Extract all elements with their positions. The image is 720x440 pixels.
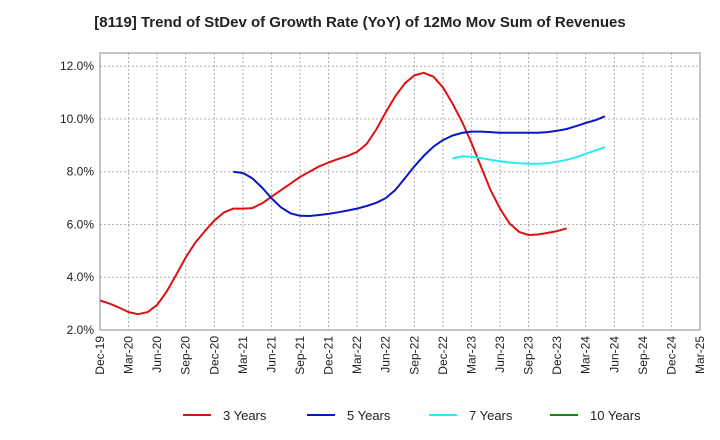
x-tick-label: Sep-20 <box>179 336 193 375</box>
x-tick-label: Sep-24 <box>636 336 650 375</box>
x-tick-label: Mar-20 <box>122 336 136 374</box>
x-tick-label: Dec-24 <box>664 336 678 375</box>
legend-label: 7 Years <box>469 408 513 423</box>
x-tick-label: Dec-21 <box>322 336 336 375</box>
x-tick-label: Mar-25 <box>693 336 707 374</box>
legend-label: 3 Years <box>223 408 267 423</box>
legend: 3 Years 5 Years 7 Years 10 Years <box>183 408 641 423</box>
x-tick-label: Dec-20 <box>207 336 221 375</box>
legend-label: 10 Years <box>590 408 641 423</box>
x-tick-label: Dec-23 <box>550 336 564 375</box>
x-tick-label: Jun-20 <box>150 336 164 373</box>
x-tick-label: Jun-24 <box>607 336 621 373</box>
plot-area <box>100 53 700 330</box>
series-line-3-years <box>99 71 567 316</box>
y-axis: 2.0% 4.0% 6.0% 8.0% 10.0% 12.0% <box>60 59 94 337</box>
y-tick-label: 8.0% <box>67 165 95 179</box>
x-tick-label: Mar-24 <box>579 336 593 374</box>
x-tick-label: Mar-22 <box>350 336 364 374</box>
x-tick-label: Jun-21 <box>264 336 278 373</box>
x-tick-label: Sep-21 <box>293 336 307 375</box>
x-tick-label: Sep-22 <box>407 336 421 375</box>
x-tick-label: Jun-22 <box>379 336 393 373</box>
x-tick-label: Mar-23 <box>464 336 478 374</box>
x-tick-label: Sep-23 <box>522 336 536 375</box>
y-tick-label: 2.0% <box>67 323 95 337</box>
series-line-7-years <box>452 146 606 165</box>
x-tick-label: Dec-19 <box>93 336 107 375</box>
y-tick-label: 6.0% <box>67 217 95 231</box>
x-tick-label: Mar-21 <box>236 336 250 374</box>
x-tick-label: Dec-22 <box>436 336 450 375</box>
plot-frame <box>99 52 701 331</box>
x-axis: Dec-19 Mar-20 Jun-20 Sep-20 Dec-20 Mar-21 Jun-… <box>93 336 707 375</box>
x-tick-label: Jun-23 <box>493 336 507 373</box>
y-tick-label: 10.0% <box>60 112 94 126</box>
series-line-5-years <box>233 115 606 217</box>
legend-label: 5 Years <box>347 408 391 423</box>
series-layer <box>99 71 606 316</box>
chart-title: [8119] Trend of StDev of Growth Rate (Yo… <box>94 14 626 31</box>
y-tick-label: 4.0% <box>67 270 95 284</box>
y-tick-label: 12.0% <box>60 59 94 73</box>
